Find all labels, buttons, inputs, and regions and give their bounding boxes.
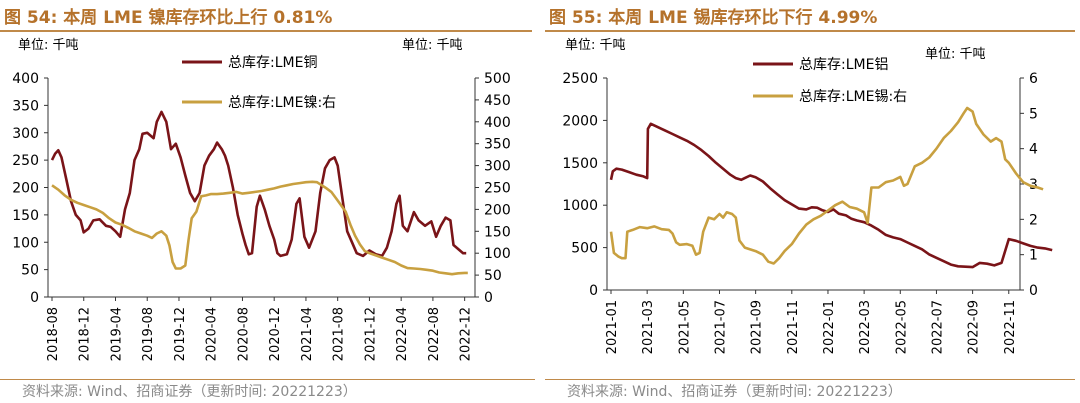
y-tick-label-left: 0 [30,290,39,306]
unit-right-label: 单位: 千吨 [402,38,463,53]
x-tick-label: 2022-04 [395,307,410,361]
y-tick-label-right: 6 [1029,71,1038,87]
x-tick-label: 2021-12 [363,307,378,361]
chart-nickel: 单位: 千吨 单位: 千吨 0 50 100 150 200 250 300 350 400 0 5… [12,38,511,361]
title-divider [545,30,1075,32]
x-tick-label: 2021-05 [677,300,692,354]
y-tick-label-right: 350 [484,137,511,153]
legend-label: 总库存:LME铜 [228,55,317,71]
y-tick-label-right: 5 [1029,106,1038,122]
y-tick-label-left: 300 [12,126,39,142]
y-tick-label-right: 0 [1029,283,1038,299]
y-tick-label-left: 0 [589,283,598,299]
y-tick-label-right: 50 [484,268,502,284]
x-tick-label: 2021-08 [332,307,347,361]
figure-title: 图 55: 本周 LME 锡库存环比下行 4.99% [549,8,878,28]
y-tick-label-right: 200 [484,202,511,218]
x-tick-label: 2020-04 [205,307,220,361]
y-tick-label-right: 2 [1029,212,1038,228]
x-tick-label: 2022-11 [1003,300,1018,354]
y-tick-label-right: 1 [1029,248,1038,264]
y-tick-label-right: 450 [484,93,511,109]
source-note: 资料来源: Wind、招商证券（更新时间: 20221223） [567,384,902,400]
x-tick-label: 2021-01 [605,300,620,354]
x-tick-label: 2020-12 [268,307,283,361]
figure-title: 图 54: 本周 LME 镍库存环比上行 0.81% [4,8,333,28]
x-tick-label: 2022-03 [858,300,873,354]
series-line [50,110,467,258]
unit-right-label: 单位: 千吨 [925,47,986,62]
title-divider [0,30,532,32]
chart-tin: 单位: 千吨 单位: 千吨 0 500 1000 1500 2000 2500 0 1 2 3 4 5… [562,38,1053,354]
y-tick-label-right: 4 [1029,142,1038,158]
legend-label: 总库存:LME镍:右 [228,95,336,111]
series-line [609,122,1053,269]
legend-label: 总库存:LME锡:右 [799,89,907,105]
x-tick-label: 2019-04 [109,307,124,361]
source-note: 资料来源: Wind、招商证券（更新时间: 20221223） [22,384,357,400]
x-tick-label: 2019-08 [141,307,156,361]
x-tick-label: 2020-08 [236,307,251,361]
x-tick-label: 2021-03 [641,300,656,354]
x-tick-label: 2021-04 [300,307,315,361]
x-tick-label: 2018-12 [78,307,93,361]
unit-left-label: 单位: 千吨 [565,38,626,53]
y-tick-label-right: 3 [1029,177,1038,193]
y-tick-label-left: 2500 [562,71,598,87]
legend-label: 总库存:LME铝 [799,57,888,73]
x-tick-label: 2022-12 [459,307,474,361]
y-tick-label-right: 0 [484,290,493,306]
y-tick-label-left: 400 [12,71,39,87]
y-tick-label-left: 50 [21,263,39,279]
y-tick-label-right: 500 [484,71,511,87]
y-tick-label-left: 1500 [562,156,598,172]
unit-left-label: 单位: 千吨 [18,38,79,53]
x-tick-label: 2022-05 [894,300,909,354]
y-tick-label-right: 150 [484,224,511,240]
y-tick-label-left: 2000 [562,113,598,129]
x-tick-label: 2021-11 [786,300,801,354]
x-tick-label: 2022-08 [427,307,442,361]
x-tick-label: 2022-07 [930,300,945,354]
y-tick-label-left: 150 [12,208,39,224]
series-line [51,180,468,276]
x-tick-label: 2022-01 [822,300,837,354]
x-tick-label: 2019-12 [173,307,188,361]
y-tick-label-right: 100 [484,246,511,262]
source-divider [0,379,535,380]
y-tick-label-right: 300 [484,159,511,175]
source-divider [545,379,1075,380]
series-line [609,106,1044,265]
y-tick-label-right: 250 [484,181,511,197]
y-tick-label-left: 500 [571,241,598,257]
y-tick-label-left: 250 [12,153,39,169]
y-tick-label-left: 200 [12,181,39,197]
y-tick-label-left: 350 [12,98,39,114]
y-tick-label-left: 1000 [562,198,598,214]
x-tick-label: 2018-08 [46,307,61,361]
x-tick-label: 2022-09 [967,300,982,354]
panel-nickel: 图 54: 本周 LME 镍库存环比上行 0.81% 单位: 千吨 单位: 千吨… [0,8,535,400]
y-tick-label-right: 400 [484,115,511,131]
x-tick-label: 2021-07 [713,300,728,354]
y-tick-label-left: 100 [12,235,39,251]
panel-tin: 图 55: 本周 LME 锡库存环比下行 4.99% 单位: 千吨 单位: 千吨… [545,0,1080,403]
x-tick-label: 2021-09 [750,300,765,354]
